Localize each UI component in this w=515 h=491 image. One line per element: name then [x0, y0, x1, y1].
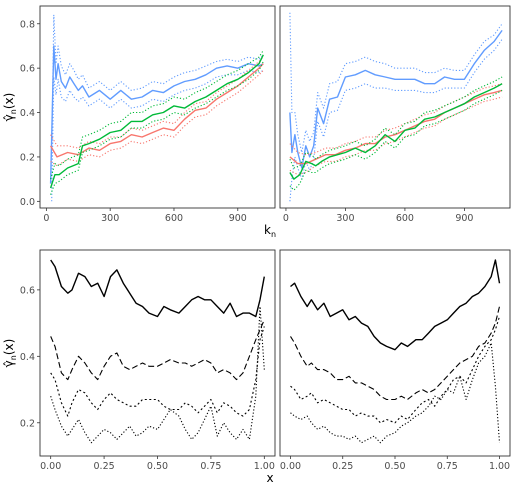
series-line-red-solid [289, 89, 503, 165]
panel-frame [279, 5, 511, 209]
series-line-black-solid [50, 259, 265, 318]
x-tick-label: 900 [229, 213, 247, 224]
x-tick-label: 0.00 [40, 461, 61, 472]
y-tick-label: 0.4 [20, 352, 35, 363]
x-tick-label: 0.75 [200, 461, 221, 472]
series-line-black-dotted [50, 305, 265, 444]
x-tick-label: 900 [455, 213, 473, 224]
bottom-x-axis-label: x [266, 471, 273, 485]
series-line-red-solid [49, 63, 264, 158]
series-line-blue-dotted [289, 12, 503, 154]
series-line-red-dotted [50, 56, 264, 149]
series-line-black-dashdot [290, 316, 501, 424]
y-tick-label: 0.2 [20, 152, 35, 163]
x-tick-label: 1.00 [254, 461, 275, 472]
panel-top-right: 0 300 600 900 [279, 5, 511, 224]
x-tick-label: 0 [283, 213, 289, 224]
y-tick-label: 0.6 [20, 285, 35, 296]
panel-bottom-left: 0.00 0.25 0.50 0.75 1.00 0.2 0.4 0.6 [20, 249, 276, 472]
panel-top-left: 0 300 600 900 0.0 0.2 0.4 0.6 0.8 [20, 5, 276, 224]
x-tick-label: 0.75 [437, 461, 458, 472]
series-line-green-dotted [50, 50, 264, 180]
panel-frame [279, 249, 511, 457]
series-line-blue-dotted [51, 14, 264, 157]
x-tick-label: 1.00 [489, 461, 510, 472]
x-tick-label: 300 [336, 213, 354, 224]
series-line-red-dotted [50, 70, 264, 167]
series-line-blue-dotted [51, 69, 264, 202]
panel-frame [39, 5, 276, 209]
panel-bottom-right: 0.00 0.25 0.50 0.75 1.00 [279, 249, 511, 472]
top-y-axis-label: γ̂n(x) [2, 93, 18, 122]
y-tick-label: 0.0 [20, 197, 35, 208]
x-tick-label: 600 [396, 213, 414, 224]
series-line-black-dashdot [50, 326, 265, 417]
series-line-black-dashed [290, 306, 501, 401]
y-tick-label: 0.6 [20, 64, 35, 75]
y-tick-label: 0.2 [20, 418, 35, 429]
series-line-black-solid [290, 259, 501, 351]
series-line-blue-solid [289, 29, 503, 169]
x-tick-label: 300 [101, 213, 119, 224]
series-line-green-dotted [289, 89, 503, 191]
x-tick-label: 0.00 [280, 461, 301, 472]
x-tick-label: 0.25 [94, 461, 115, 472]
y-tick-label: 0.4 [20, 108, 35, 119]
series-line-green-solid [49, 54, 264, 189]
bottom-y-axis-label: γ̂n(x) [2, 339, 18, 368]
series-line-black-dotted [290, 342, 501, 444]
top-x-axis-label: kn [264, 223, 276, 239]
x-tick-label: 0.50 [384, 461, 405, 472]
x-tick-label: 0 [43, 213, 49, 224]
series-line-red-dotted [289, 96, 503, 176]
x-tick-label: 0.25 [332, 461, 353, 472]
x-tick-label: 0.50 [147, 461, 168, 472]
series-line-black-dashed [50, 319, 265, 381]
series-line-green-solid [289, 83, 503, 180]
series-line-blue-dotted [289, 38, 503, 202]
series-line-green-dotted [289, 76, 503, 169]
x-tick-label: 600 [165, 213, 183, 224]
series-line-green-dotted [50, 61, 264, 195]
y-tick-label: 0.8 [20, 19, 35, 30]
series-line-blue-solid [49, 45, 264, 184]
